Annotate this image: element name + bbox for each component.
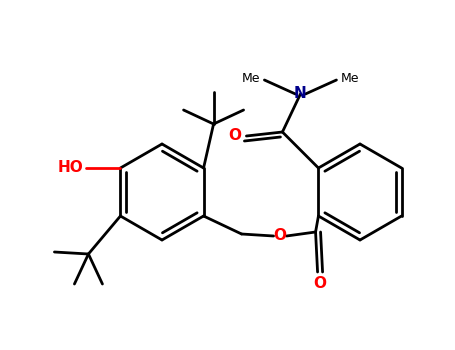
Text: HO: HO: [58, 161, 83, 175]
Text: N: N: [294, 86, 307, 102]
Text: O: O: [228, 128, 242, 143]
Text: Me: Me: [340, 72, 359, 85]
Text: Me: Me: [242, 72, 260, 85]
Text: O: O: [313, 276, 326, 291]
Text: O: O: [273, 229, 286, 244]
